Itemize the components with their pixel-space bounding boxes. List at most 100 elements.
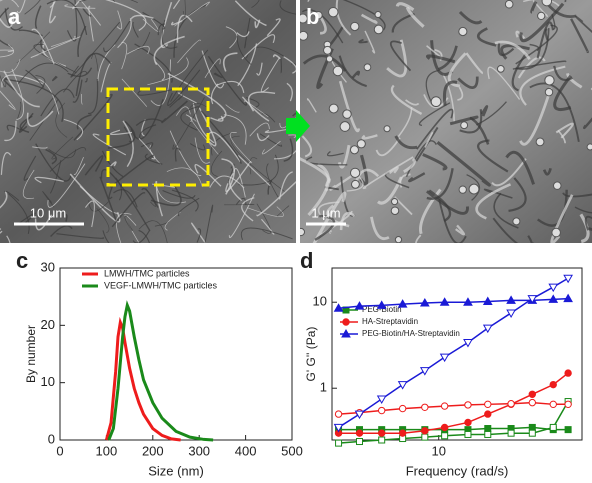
marker [508,430,514,436]
particle [343,110,351,118]
marker [379,437,385,443]
marker [464,340,472,347]
particle [324,46,332,54]
particle [545,76,554,85]
x-tick-label: 100 [96,443,118,458]
particle [340,122,350,132]
scale-label: 10 μm [30,205,66,220]
marker [507,310,515,317]
marker [422,434,428,440]
particle [513,218,520,225]
plot-frame [332,268,582,440]
marker [550,401,556,407]
y-tick-label: 0 [48,431,55,446]
marker [465,402,471,408]
particle [542,0,552,6]
particle [554,182,562,190]
panel-label: b [306,4,319,29]
marker [508,401,514,407]
marker [565,427,571,433]
x-tick-label: 10 [431,443,445,458]
particle [459,27,467,35]
marker [399,430,405,436]
particle [391,207,399,215]
marker [529,391,535,397]
x-tick-label: 400 [235,443,257,458]
particle [364,64,371,71]
marker [550,381,556,387]
particle [374,25,383,34]
particle [375,12,381,18]
marker [485,431,491,437]
particle [352,180,360,188]
marker [378,407,384,413]
marker [465,431,471,437]
particle [536,138,544,146]
marker [529,430,535,436]
marker [378,430,384,436]
marker [564,275,572,282]
marker [485,411,491,417]
marker [529,424,535,430]
particle [351,22,359,30]
particle [505,0,513,8]
marker [529,399,535,405]
marker [485,426,491,432]
particle [431,97,441,107]
marker [335,411,341,417]
marker [549,284,557,291]
marker [565,370,571,376]
particle [299,31,308,40]
particle [329,7,338,16]
marker [465,419,471,425]
series-line [339,402,569,444]
marker [422,428,428,434]
particle [333,66,342,75]
marker [441,354,449,361]
y-tick-label: 1 [320,380,327,395]
y-axis-label: By number [24,325,38,383]
marker [343,319,349,325]
legend-label: HA-Streptavidin [362,317,418,326]
particle [391,198,397,204]
particle [552,228,561,237]
marker [378,396,386,403]
legend-label: VEGF-LMWH/TMC particles [104,280,218,290]
particle [587,144,592,150]
x-axis-label: Size (nm) [148,463,204,478]
plot-frame [60,268,292,440]
marker [442,433,448,439]
marker [441,403,447,409]
panel-label: a [8,4,21,29]
y-tick-label: 30 [41,259,55,274]
legend-label: LMWH/TMC particles [104,268,190,278]
marker [421,368,429,375]
particle [297,228,304,235]
particle [395,237,401,243]
particle [357,140,365,148]
x-tick-label: 300 [188,443,210,458]
marker [356,439,362,445]
marker [550,424,556,430]
y-tick-label: 20 [41,317,55,332]
marker [565,401,571,407]
y-tick-label: 10 [313,294,327,309]
particle [326,56,332,62]
series-line [109,305,213,440]
particle [545,88,552,95]
x-axis-label: Frequency (rad/s) [406,463,509,478]
marker [399,382,407,389]
particle [461,122,468,129]
panel-label: d [300,248,313,273]
marker [399,405,405,411]
panel-label: c [16,248,28,273]
x-tick-label: 0 [56,443,63,458]
legend-label: PEG-Biotin/HA-Streptavidin [362,329,460,338]
marker [422,404,428,410]
marker [336,440,342,446]
scale-label: 1 μm [311,205,340,220]
marker [485,401,491,407]
particle [384,126,390,132]
x-tick-label: 500 [281,443,303,458]
